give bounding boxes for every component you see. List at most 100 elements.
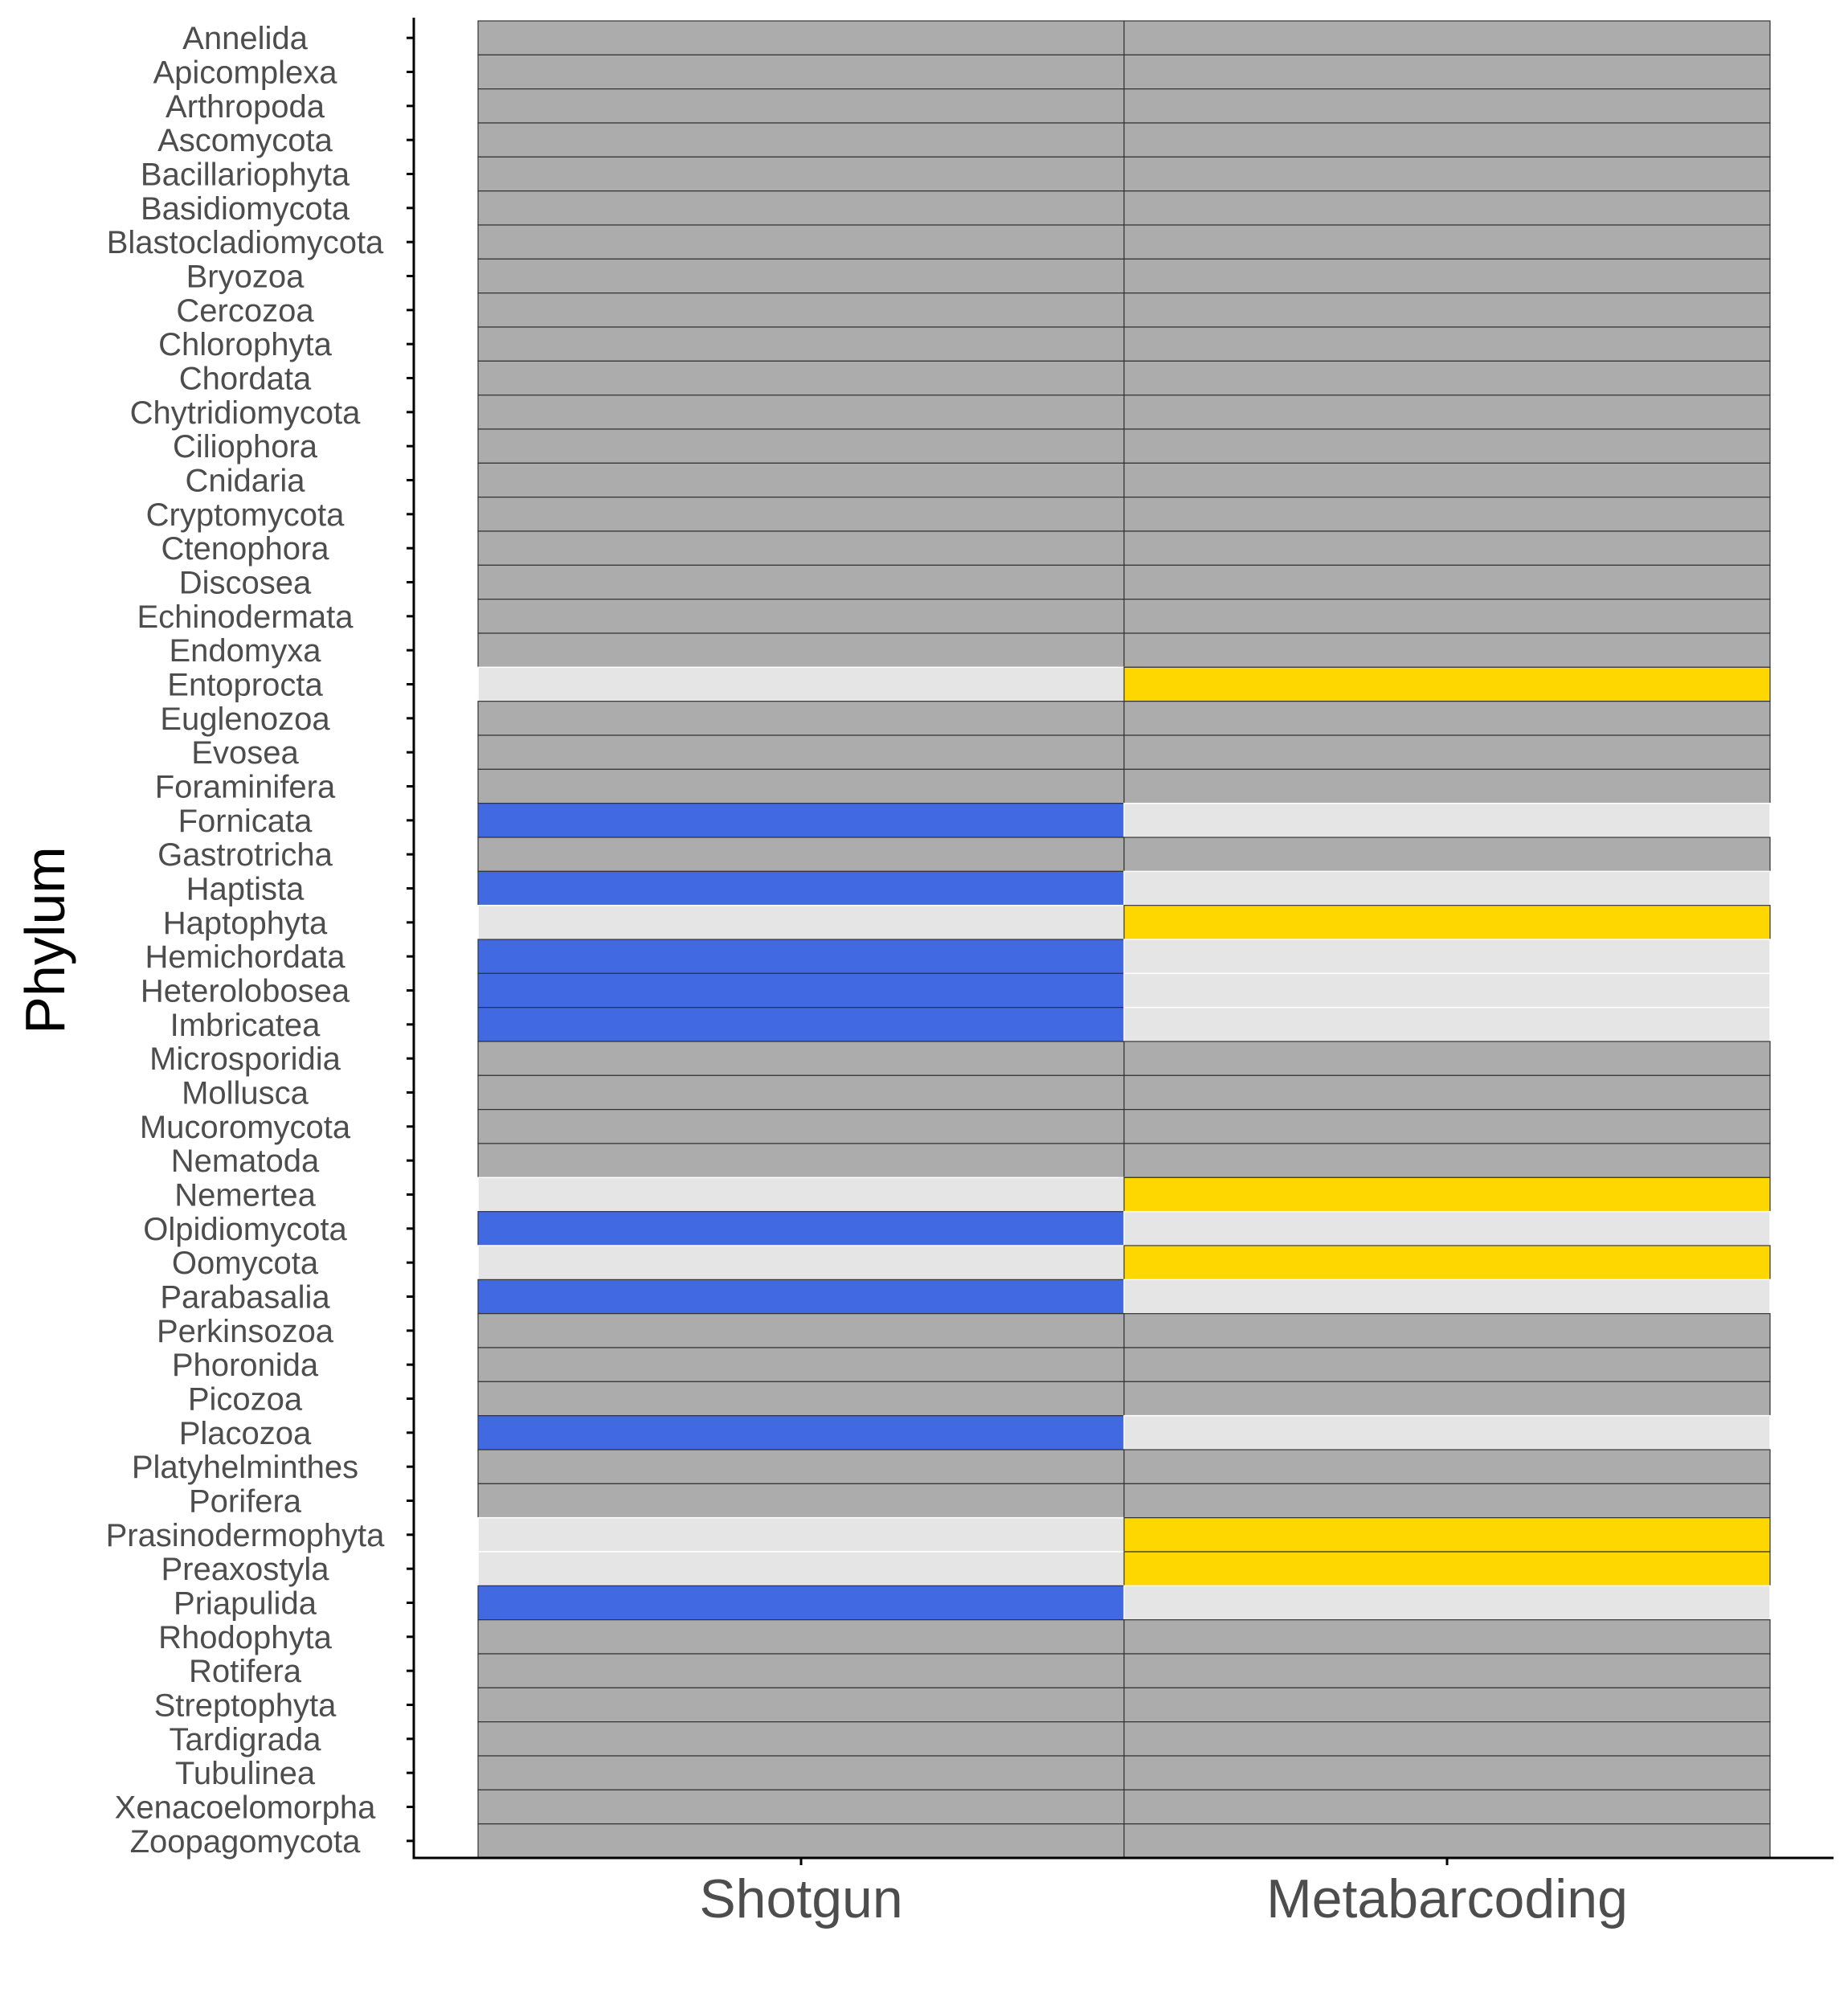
heatmap-cell-streptophyta-metabarcoding: [1123, 1687, 1771, 1723]
heatmap-cell-cryptomycota-shotgun: [477, 497, 1125, 532]
y-tick-label: Olpidiomycota: [143, 1212, 347, 1247]
heatmap-cell-blastocladiomycota-metabarcoding: [1123, 224, 1771, 260]
y-tick-label: Streptophyta: [154, 1688, 337, 1724]
heatmap-cell-apicomplexa-metabarcoding: [1123, 54, 1771, 90]
y-tick-label: Perkinsozoa: [157, 1314, 334, 1349]
y-tick-label: Tardigrada: [169, 1722, 321, 1757]
heatmap-cell-hemichordata-shotgun: [477, 939, 1125, 974]
heatmap-cell-nematoda-shotgun: [477, 1143, 1125, 1178]
heatmap-cell-basidiomycota-shotgun: [477, 190, 1125, 226]
y-tick-label: Cryptomycota: [146, 497, 345, 533]
y-axis: AnnelidaApicomplexaArthropodaAscomycotaB…: [106, 18, 415, 1860]
y-tick-label: Endomyxa: [170, 633, 322, 669]
heatmap-cell-nematoda-metabarcoding: [1123, 1143, 1771, 1178]
y-tick-label: Arthropoda: [166, 89, 325, 125]
heatmap-cell-cnidaria-metabarcoding: [1123, 462, 1771, 498]
heatmap-cell-arthropoda-shotgun: [477, 88, 1125, 124]
heatmap-cell-phoronida-metabarcoding: [1123, 1347, 1771, 1382]
heatmap-cell-placozoa-metabarcoding: [1123, 1414, 1771, 1450]
heatmap-cell-rotifera-metabarcoding: [1123, 1653, 1771, 1688]
y-tick-label: Ascomycota: [157, 123, 333, 158]
y-tick-label: Discosea: [179, 566, 312, 601]
y-tick-label: Basidiomycota: [141, 191, 350, 227]
heatmap-cell-oomycota-metabarcoding: [1123, 1245, 1771, 1280]
heatmap-cell-priapulida-metabarcoding: [1123, 1585, 1771, 1621]
y-tick-label: Mucoromycota: [140, 1110, 351, 1145]
heatmap-cell-tardigrada-shotgun: [477, 1721, 1125, 1757]
y-tick-label: Parabasalia: [160, 1280, 330, 1315]
heatmap-cell-streptophyta-shotgun: [477, 1687, 1125, 1723]
heatmap-cell-tubulinea-shotgun: [477, 1755, 1125, 1790]
heatmap-cell-picozoa-shotgun: [477, 1381, 1125, 1417]
heatmap-cell-preaxostyla-metabarcoding: [1123, 1551, 1771, 1586]
y-axis-title: Phylum: [14, 846, 76, 1033]
heatmap-cell-mucoromycota-shotgun: [477, 1109, 1125, 1144]
y-tick-label: Cercozoa: [176, 293, 314, 329]
heatmap-cell-platyhelminthes-metabarcoding: [1123, 1449, 1771, 1484]
y-tick-label: Apicomplexa: [153, 55, 337, 91]
heatmap-cell-evosea-shotgun: [477, 734, 1125, 770]
y-tick-label: Zoopagomycota: [130, 1824, 362, 1860]
heatmap-cell-echinodermata-metabarcoding: [1123, 599, 1771, 634]
heatmap-cell-microsporidia-metabarcoding: [1123, 1041, 1771, 1076]
heatmap-cell-microsporidia-shotgun: [477, 1041, 1125, 1076]
heatmap-cell-annelida-metabarcoding: [1123, 20, 1771, 55]
heatmap-cell-rotifera-shotgun: [477, 1653, 1125, 1688]
heatmap-cell-zoopagomycota-metabarcoding: [1123, 1823, 1771, 1859]
heatmap-cell-hemichordata-metabarcoding: [1123, 939, 1771, 975]
heatmap-cell-ascomycota-shotgun: [477, 122, 1125, 158]
y-tick-label: Haptista: [186, 872, 305, 907]
heatmap-cell-entoprocta-metabarcoding: [1123, 666, 1771, 702]
y-tick-label: Nemertea: [174, 1178, 316, 1213]
heatmap-cell-haptista-metabarcoding: [1123, 870, 1771, 906]
y-tick-label: Priapulida: [174, 1586, 317, 1622]
y-tick-label: Imbricatea: [170, 1008, 321, 1043]
heatmap-cell-fornicata-metabarcoding: [1123, 802, 1771, 838]
heatmap-cell-foraminifera-shotgun: [477, 768, 1125, 804]
heatmap-cell-olpidiomycota-shotgun: [477, 1211, 1125, 1246]
heatmap-cell-prasinodermophyta-shotgun: [477, 1516, 1125, 1553]
heatmap-cell-parabasalia-metabarcoding: [1123, 1279, 1771, 1315]
heatmap-cell-imbricatea-metabarcoding: [1123, 1006, 1771, 1042]
y-tick-label: Xenacoelomorpha: [115, 1790, 376, 1826]
heatmap-cell-echinodermata-shotgun: [477, 599, 1125, 634]
heatmap-cell-cercozoa-shotgun: [477, 293, 1125, 328]
y-tick-label: Blastocladiomycota: [107, 225, 384, 260]
heatmap-cell-haptophyta-shotgun: [477, 904, 1125, 940]
y-tick-label: Foraminifera: [155, 770, 336, 805]
heatmap-cell-gastrotricha-shotgun: [477, 837, 1125, 872]
y-tick-label: Rotifera: [189, 1654, 302, 1689]
heatmap-cell-mollusca-metabarcoding: [1123, 1074, 1771, 1111]
heatmap-cell-platyhelminthes-shotgun: [477, 1449, 1125, 1484]
heatmap-cell-annelida-shotgun: [477, 20, 1125, 55]
heatmap-cell-mucoromycota-metabarcoding: [1123, 1109, 1771, 1144]
heatmap-cell-ascomycota-metabarcoding: [1123, 122, 1771, 158]
x-axis: Shotgun Metabarcoding: [412, 1856, 1834, 1929]
heatmap-cell-bacillariophyta-metabarcoding: [1123, 156, 1771, 192]
y-tick-label: Bacillariophyta: [141, 158, 350, 193]
heatmap-cell-chlorophyta-shotgun: [477, 326, 1125, 362]
heatmap-cell-mollusca-shotgun: [477, 1074, 1125, 1111]
y-tick-label: Ctenophora: [161, 531, 329, 567]
heatmap-cell-heterolobosea-metabarcoding: [1123, 972, 1771, 1009]
y-tick-label: Tubulinea: [175, 1756, 316, 1791]
heatmap-cell-evosea-metabarcoding: [1123, 734, 1771, 770]
heatmap-cell-preaxostyla-shotgun: [477, 1551, 1125, 1587]
y-tick-label: Entoprocta: [167, 668, 323, 703]
heatmap-cell-blastocladiomycota-shotgun: [477, 224, 1125, 260]
heatmap-cell-perkinsozoa-shotgun: [477, 1313, 1125, 1348]
y-tick-label: Fornicata: [178, 804, 313, 839]
heatmap-cell-euglenozoa-shotgun: [477, 701, 1125, 736]
y-tick-label: Ciliophora: [173, 429, 318, 464]
heatmap-cell-nemertea-shotgun: [477, 1176, 1125, 1213]
y-tick-label: Platyhelminthes: [132, 1450, 358, 1485]
heatmap-cell-porifera-shotgun: [477, 1483, 1125, 1519]
heatmap-cell-ciliophora-shotgun: [477, 428, 1125, 464]
heatmap-cell-imbricatea-shotgun: [477, 1007, 1125, 1042]
y-tick-label: Nematoda: [171, 1144, 320, 1179]
heatmap-cell-picozoa-metabarcoding: [1123, 1381, 1771, 1417]
heatmap-cell-xenacoelomorpha-shotgun: [477, 1789, 1125, 1825]
heatmap-cell-prasinodermophyta-metabarcoding: [1123, 1517, 1771, 1553]
y-tick-label: Preaxostyla: [161, 1552, 330, 1587]
